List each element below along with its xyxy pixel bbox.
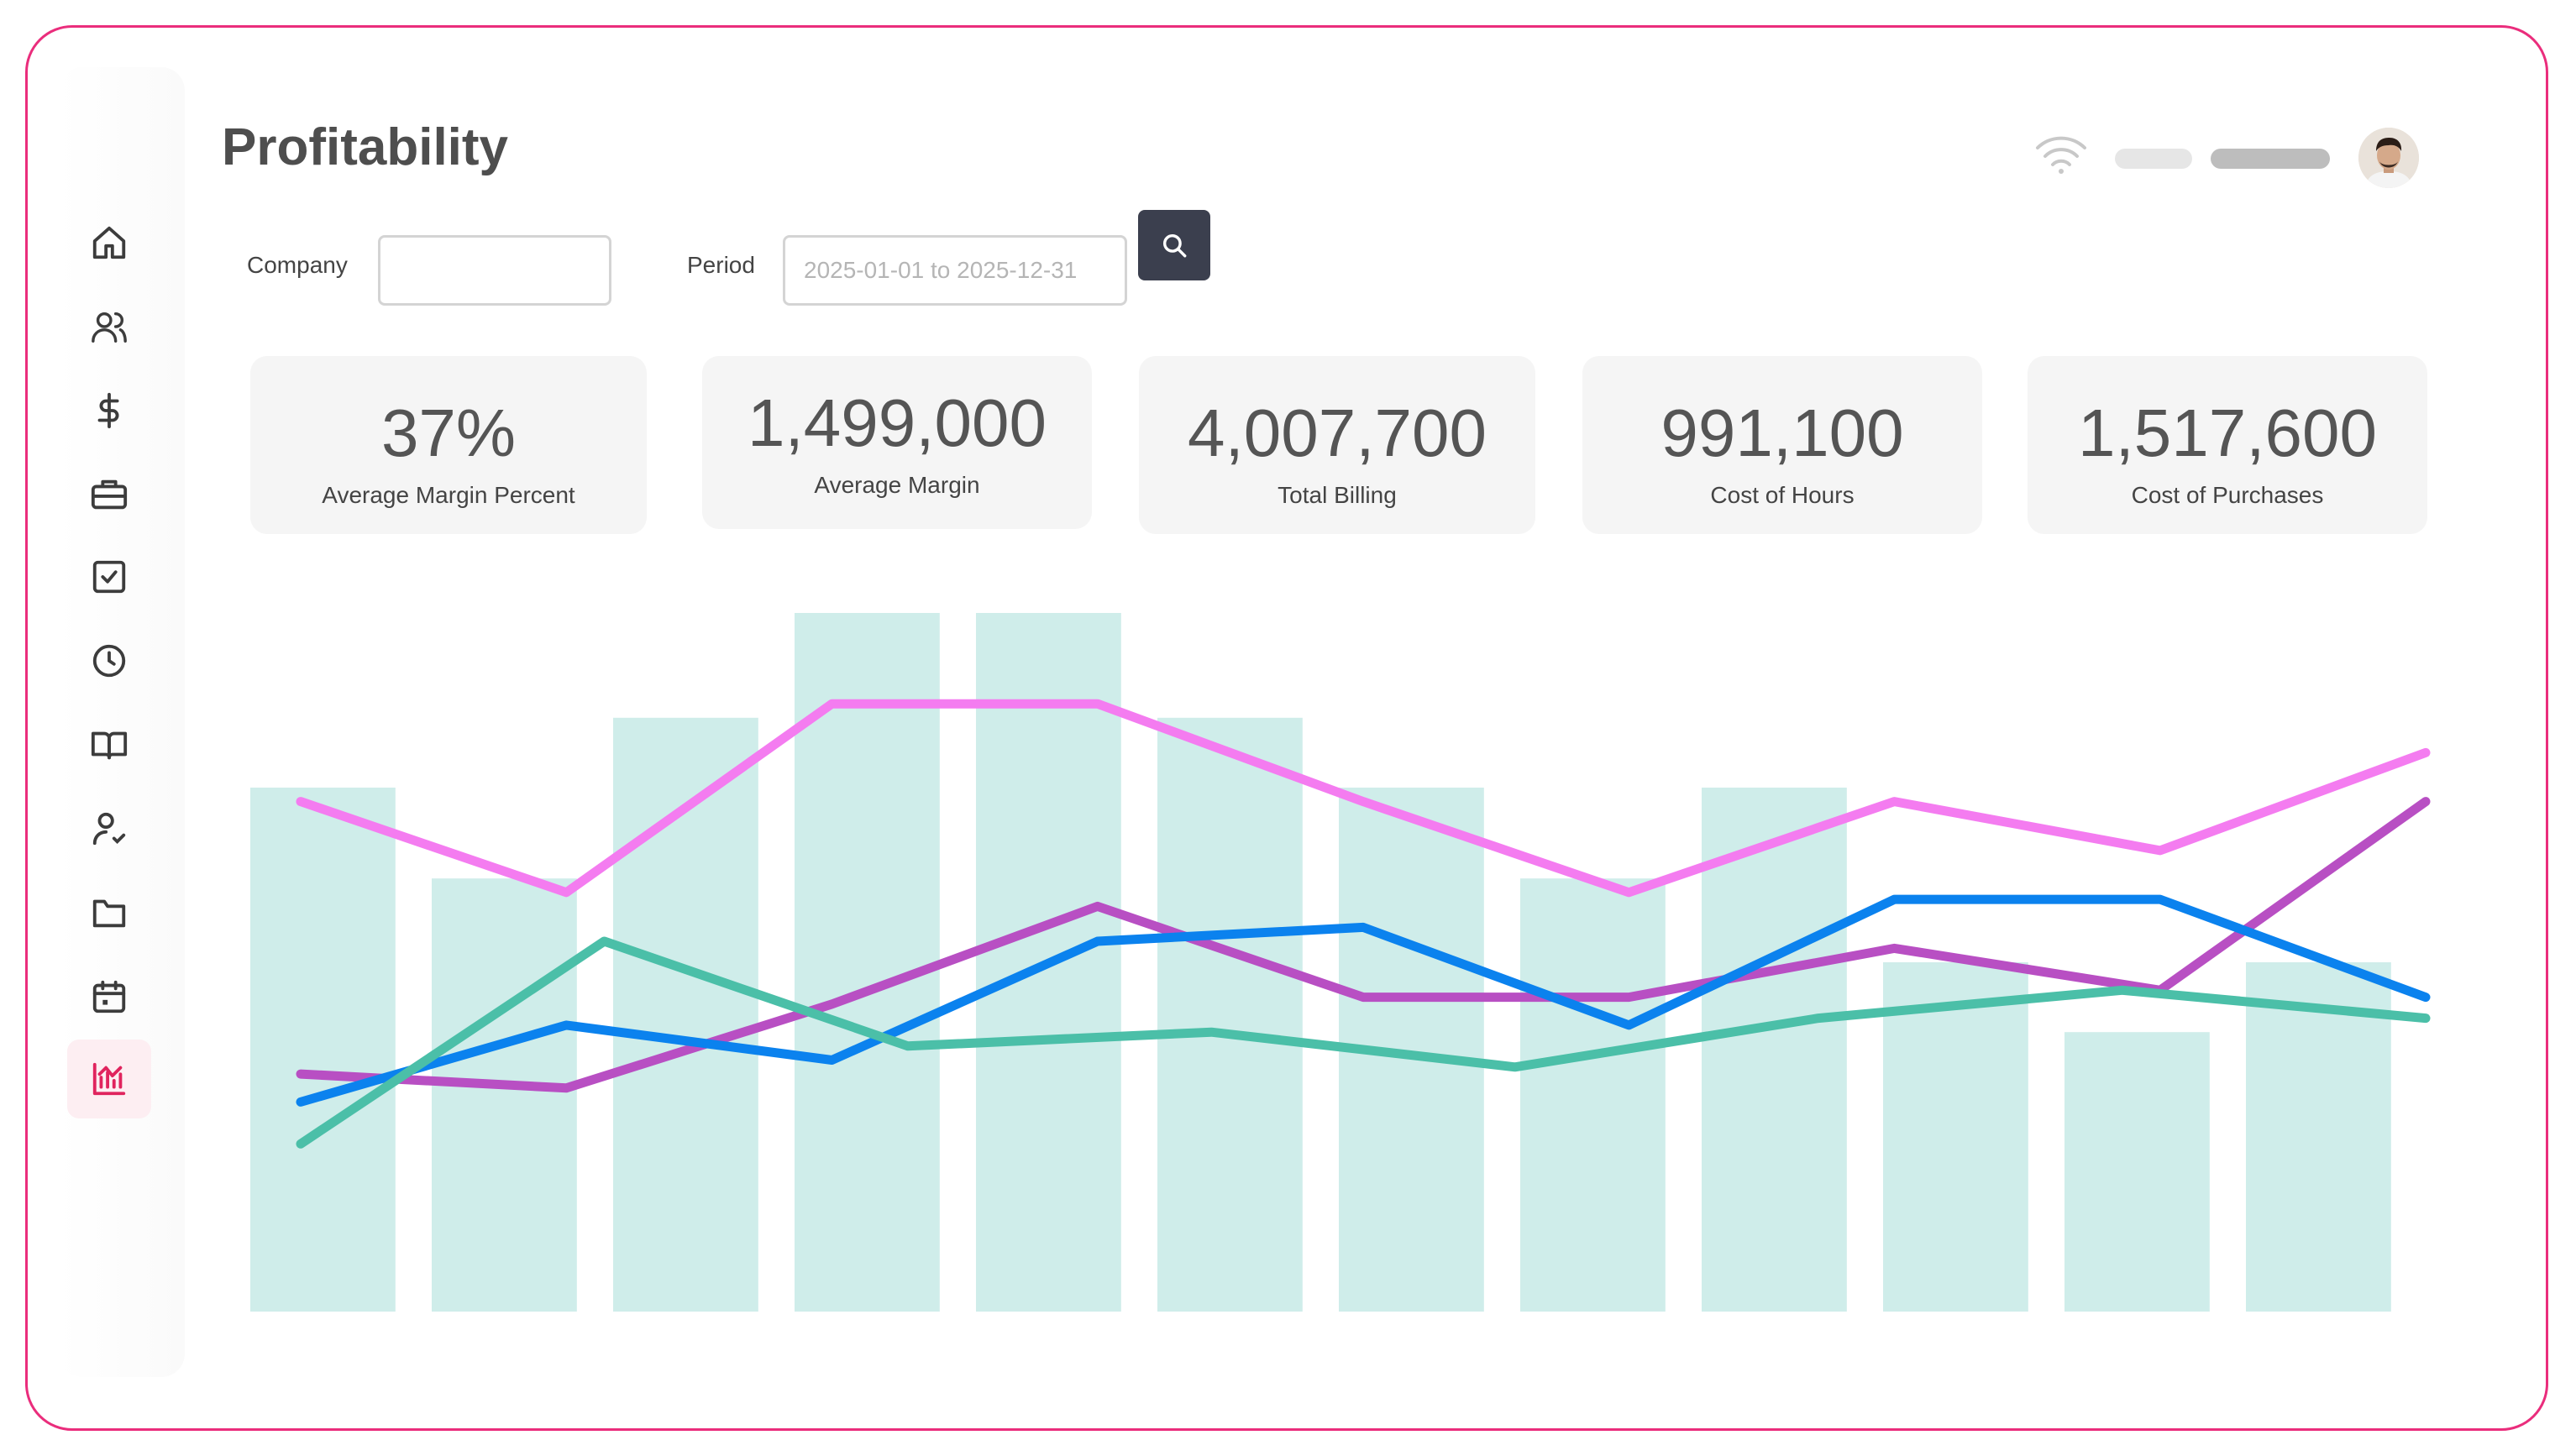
user-check-icon [92,812,126,846]
chart-series-line-3 [296,894,2431,1107]
clock-icon [92,644,126,678]
sidebar-item-profitability[interactable] [67,1040,151,1118]
search-icon [1162,233,1187,258]
chart-bar [795,613,940,1312]
sidebar-item-files[interactable] [67,873,151,952]
kpi-value: 37% [380,395,517,470]
kpi-card-average-margin: 1,499,000 Average Margin [702,356,1092,529]
sidebar-item-users[interactable] [67,287,151,366]
chart-series-line-2 [296,797,2431,1093]
kpi-card-cost-of-purchases: 1,517,600 Cost of Purchases [2028,356,2427,534]
chart-bar [432,878,577,1312]
chart-bar [250,788,396,1312]
users-icon [92,312,127,343]
period-input[interactable] [783,235,1127,306]
kpi-label: Cost of Purchases [2131,482,2324,508]
kpi-card-cost-of-hours: 991,100 Cost of Hours [1582,356,1982,534]
kpi-value: 991,100 [1660,395,1904,470]
sidebar-item-time[interactable] [67,621,151,700]
chart-bar [1520,878,1666,1312]
calendar-icon [92,980,126,1013]
kpi-card-total-billing: 4,007,700 Total Billing [1139,356,1535,534]
sidebar [59,67,185,1377]
user-avatar[interactable] [2358,128,2419,188]
sidebar-item-calendar[interactable] [67,957,151,1036]
sidebar-item-billing[interactable] [67,371,151,450]
sidebar-item-home[interactable] [67,203,151,282]
sidebar-item-docs[interactable] [67,705,151,784]
home-icon [92,226,126,259]
sidebar-item-projects[interactable] [67,455,151,534]
chart-icon [92,1062,126,1096]
book-icon [91,731,128,760]
checkbox-icon [92,560,126,594]
kpi-label: Average Margin Percent [322,482,575,508]
kpi-label: Total Billing [1278,482,1397,508]
sidebar-item-tasks[interactable] [67,537,151,616]
chart-bar [2246,962,2391,1312]
status-placeholder-long [2211,149,2330,169]
status-placeholder-short [2115,149,2192,169]
kpi-card-margin-percent: 37% Average Margin Percent [250,356,647,534]
chart-bar [1157,717,1303,1312]
company-label: Company [247,252,348,278]
search-button[interactable] [1138,210,1210,280]
period-label: Period [687,252,755,278]
chart-bar [2064,1032,2210,1312]
dollar-icon [97,392,119,429]
chart-series-line-4 [296,936,2431,1149]
sidebar-item-approvals[interactable] [67,789,151,868]
kpi-value: 1,499,000 [748,385,1047,460]
chart-bar [1883,962,2028,1312]
kpi-value: 1,517,600 [2078,395,2377,470]
chart-bar [1702,788,1847,1312]
company-input[interactable] [378,235,611,306]
kpi-value: 4,007,700 [1188,395,1487,470]
avatar-face [2358,128,2419,188]
chart-series-line-1 [296,699,2431,898]
chart-bar [613,717,758,1312]
page-title: Profitability [222,118,509,176]
wifi-icon [2036,136,2086,174]
briefcase-icon [91,479,128,510]
kpi-label: Cost of Hours [1710,482,1855,508]
kpi-label: Average Margin [814,472,980,498]
folder-icon [92,899,126,928]
